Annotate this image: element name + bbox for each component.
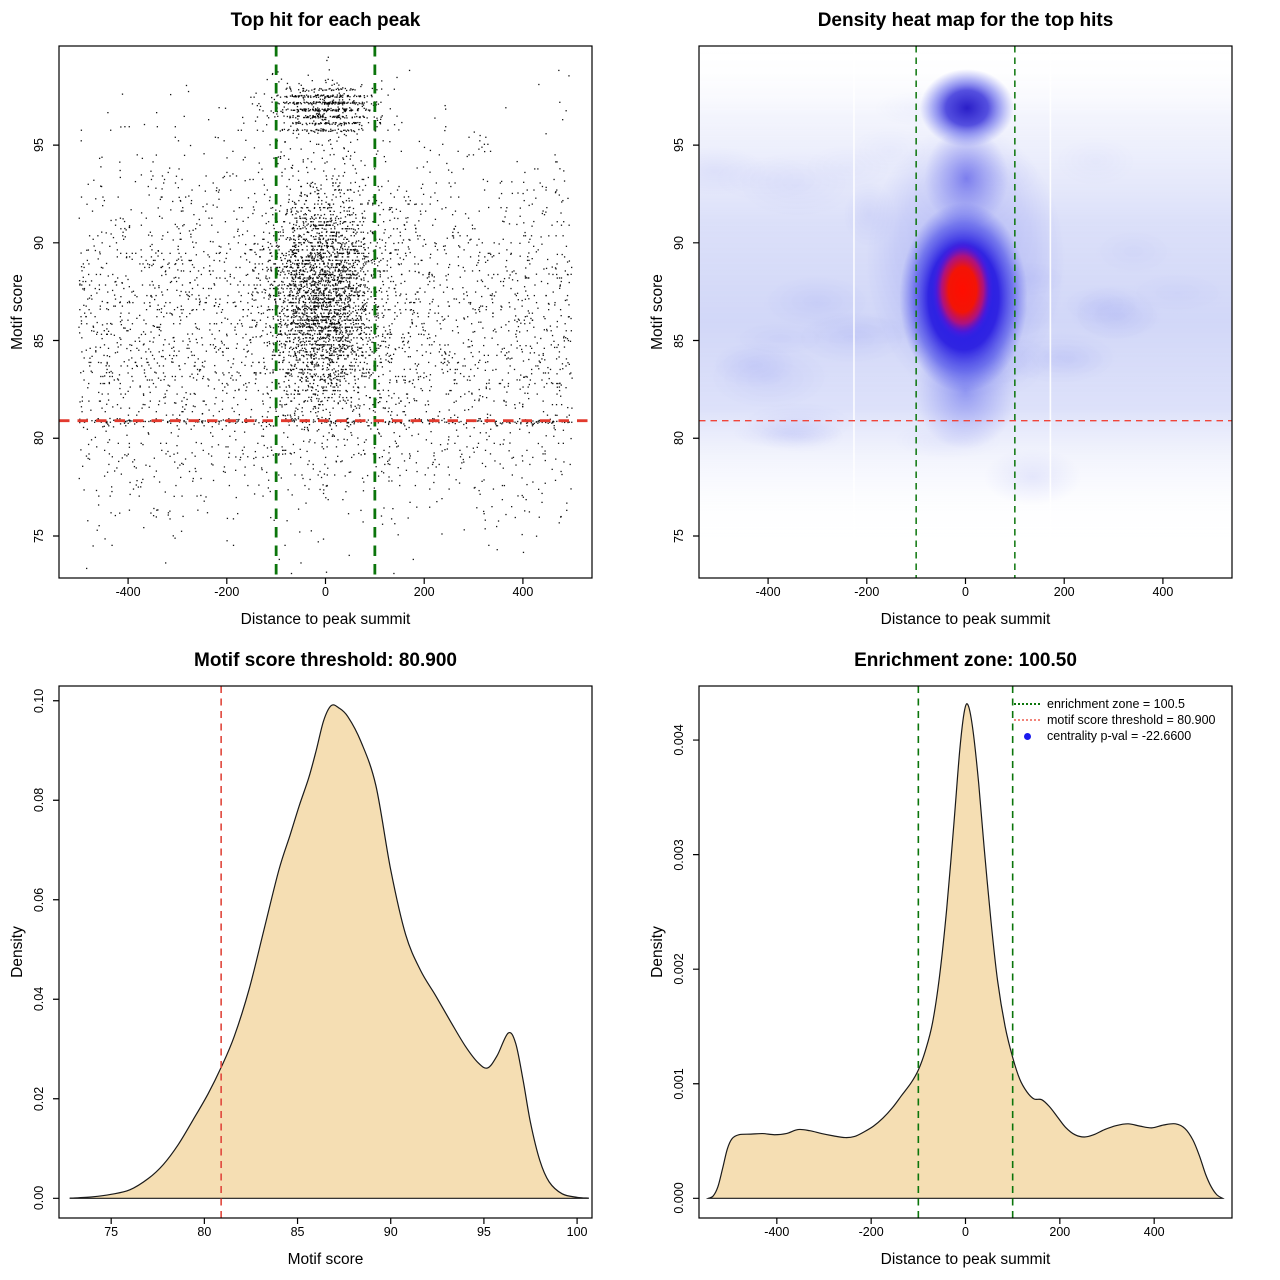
x-tick-label: 400 <box>1143 1225 1165 1239</box>
x-axis-label: Distance to peak summit <box>880 611 1051 628</box>
x-tick-label: -200 <box>854 585 880 599</box>
scatter-plot-canvas <box>0 0 640 640</box>
position-density-canvas <box>640 640 1280 1280</box>
y-tick-label: 95 <box>672 138 686 153</box>
y-tick-label: 85 <box>32 333 46 348</box>
panel-density-heatmap: Density heat map for the top hits Distan… <box>640 0 1280 640</box>
x-tick-label: 90 <box>383 1225 398 1239</box>
y-tick-label: 0.02 <box>32 1086 46 1111</box>
y-axis-label: Motif score <box>9 274 26 350</box>
x-axis-label: Distance to peak summit <box>880 1251 1051 1268</box>
y-tick-label: 90 <box>32 235 46 250</box>
y-tick-label: 75 <box>32 529 46 543</box>
x-axis-label: Distance to peak summit <box>240 611 411 628</box>
x-tick-label: 85 <box>290 1225 305 1239</box>
y-tick-label: 80 <box>32 431 46 446</box>
y-tick-label: 85 <box>672 333 686 348</box>
score-threshold-line-swatch-icon <box>1014 719 1040 721</box>
legend-item-centrality-pval: centrality p-val = -22.6600 <box>1014 728 1216 744</box>
y-tick-label: 0.06 <box>32 887 46 912</box>
x-tick-label: 0 <box>322 585 329 599</box>
panel-enrichment-zone-density: Enrichment zone: 100.50 Distance to peak… <box>640 640 1280 1280</box>
x-tick-label: 100 <box>566 1225 588 1239</box>
y-tick-label: 0.08 <box>32 788 46 813</box>
score-density-canvas <box>0 640 640 1280</box>
x-tick-label: -400 <box>764 1225 790 1239</box>
x-tick-label: 80 <box>197 1225 212 1239</box>
x-tick-label: 200 <box>1049 1225 1071 1239</box>
legend-label: enrichment zone = 100.5 <box>1047 697 1185 711</box>
x-tick-label: 400 <box>1152 585 1174 599</box>
x-tick-label: 0 <box>962 1225 969 1239</box>
y-tick-label: 75 <box>672 529 686 543</box>
legend-label: motif score threshold = 80.900 <box>1047 713 1216 727</box>
y-tick-label: 0.04 <box>32 987 46 1012</box>
y-tick-label: 95 <box>32 138 46 153</box>
y-tick-label: 0.10 <box>32 688 46 713</box>
legend-label: centrality p-val = -22.6600 <box>1047 729 1192 743</box>
panel-top-hit-scatter: Top hit for each peak Distance to peak s… <box>0 0 640 640</box>
heatmap-plot-canvas <box>640 0 1280 640</box>
legend-item-enrichment-zone: enrichment zone = 100.5 <box>1014 696 1216 712</box>
plot-title: Density heat map for the top hits <box>817 10 1114 31</box>
y-tick-label: 0.002 <box>672 953 686 985</box>
x-tick-label: -400 <box>115 585 141 599</box>
plot-legend: enrichment zone = 100.5 motif score thre… <box>1014 696 1216 744</box>
y-tick-label: 0.001 <box>672 1068 686 1100</box>
y-tick-label: 0.004 <box>672 724 686 756</box>
x-axis-label: Motif score <box>287 1251 364 1268</box>
legend-item-score-threshold: motif score threshold = 80.900 <box>1014 712 1216 728</box>
y-tick-label: 90 <box>672 235 686 250</box>
plot-title: Motif score threshold: 80.900 <box>194 650 457 671</box>
x-tick-label: -400 <box>755 585 781 599</box>
x-tick-label: 0 <box>962 585 969 599</box>
x-tick-label: -200 <box>214 585 240 599</box>
y-tick-label: 0.00 <box>32 1186 46 1211</box>
y-tick-label: 0.000 <box>672 1182 686 1214</box>
plot-title: Enrichment zone: 100.50 <box>854 650 1077 671</box>
x-tick-label: 75 <box>104 1225 119 1239</box>
y-tick-label: 0.003 <box>672 838 686 871</box>
x-tick-label: 200 <box>1053 585 1075 599</box>
x-tick-label: 95 <box>476 1225 491 1239</box>
centrality-pval-dot-swatch-icon <box>1014 732 1040 740</box>
panel-motif-score-density: Motif score threshold: 80.900 Motif scor… <box>0 640 640 1280</box>
x-tick-label: 200 <box>413 585 435 599</box>
y-axis-label: Density <box>649 926 666 978</box>
x-tick-label: -200 <box>858 1225 884 1239</box>
plot-title: Top hit for each peak <box>230 10 421 31</box>
y-axis-label: Motif score <box>649 274 666 350</box>
x-tick-label: 400 <box>512 585 534 599</box>
y-axis-label: Density <box>9 926 26 978</box>
enrichment-zone-line-swatch-icon <box>1014 703 1040 705</box>
y-tick-label: 80 <box>672 431 686 446</box>
